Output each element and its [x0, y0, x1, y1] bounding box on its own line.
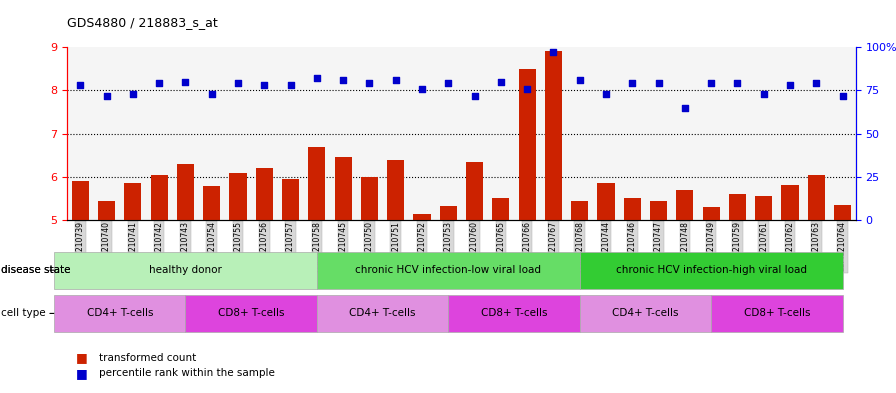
Text: CD8+ T-cells: CD8+ T-cells	[218, 309, 284, 318]
Text: CD4+ T-cells: CD4+ T-cells	[87, 309, 153, 318]
Text: chronic HCV infection-high viral load: chronic HCV infection-high viral load	[616, 265, 806, 275]
Bar	[255, 168, 273, 220]
Point	[99, 92, 114, 99]
Bar	[361, 177, 378, 220]
Point	[809, 80, 823, 86]
Bar	[229, 173, 246, 220]
Bar	[203, 186, 220, 220]
Text: disease state: disease state	[1, 265, 73, 275]
Point	[677, 105, 692, 111]
Text: chronic HCV infection-low viral load: chronic HCV infection-low viral load	[356, 265, 541, 275]
Point	[362, 80, 376, 86]
Point	[468, 92, 482, 99]
Bar	[98, 200, 116, 220]
Text: CD4+ T-cells: CD4+ T-cells	[612, 309, 678, 318]
Point	[336, 77, 350, 83]
Point	[835, 92, 849, 99]
Bar	[676, 190, 694, 220]
Bar	[519, 69, 536, 220]
Text: cell type: cell type	[1, 309, 46, 318]
Point	[651, 80, 666, 86]
Text: ■: ■	[76, 367, 88, 380]
Point	[704, 80, 719, 86]
Bar	[807, 174, 825, 220]
Point	[730, 80, 745, 86]
Point	[204, 91, 219, 97]
Bar	[545, 51, 562, 220]
Bar	[413, 213, 431, 220]
Point	[625, 80, 640, 86]
Bar	[650, 200, 668, 220]
Point	[257, 82, 271, 88]
Bar	[466, 162, 483, 220]
Point	[520, 86, 534, 92]
Point	[389, 77, 403, 83]
Point	[178, 79, 193, 85]
Bar	[571, 200, 589, 220]
Bar	[125, 184, 142, 220]
Bar	[728, 194, 746, 220]
Text: healthy donor: healthy donor	[149, 265, 222, 275]
Bar	[598, 184, 615, 220]
Point	[547, 49, 561, 55]
Bar	[755, 196, 772, 220]
Bar	[781, 185, 798, 220]
Bar	[702, 207, 719, 220]
Text: GDS4880 / 218883_s_at: GDS4880 / 218883_s_at	[67, 16, 218, 29]
Text: CD4+ T-cells: CD4+ T-cells	[349, 309, 416, 318]
Bar	[624, 198, 641, 220]
Point	[125, 91, 140, 97]
Point	[441, 80, 455, 86]
Bar	[492, 198, 510, 220]
Bar	[72, 181, 89, 220]
Point	[152, 80, 167, 86]
Bar	[387, 160, 404, 220]
Point	[599, 91, 613, 97]
Point	[73, 82, 88, 88]
Text: CD8+ T-cells: CD8+ T-cells	[744, 309, 810, 318]
Bar	[308, 147, 325, 220]
Point	[573, 77, 587, 83]
Point	[310, 75, 324, 81]
Bar	[440, 206, 457, 220]
Bar	[151, 174, 168, 220]
Point	[783, 82, 797, 88]
Point	[283, 82, 297, 88]
Text: disease state: disease state	[1, 265, 71, 275]
Point	[415, 86, 429, 92]
Text: ■: ■	[76, 351, 88, 364]
Point	[494, 79, 508, 85]
Text: transformed count: transformed count	[99, 353, 196, 363]
Bar	[177, 164, 194, 220]
Bar	[282, 179, 299, 220]
Bar	[834, 205, 851, 220]
Point	[231, 80, 246, 86]
Point	[756, 91, 771, 97]
Text: CD8+ T-cells: CD8+ T-cells	[481, 309, 547, 318]
Text: percentile rank within the sample: percentile rank within the sample	[99, 368, 274, 378]
Bar	[334, 157, 352, 220]
